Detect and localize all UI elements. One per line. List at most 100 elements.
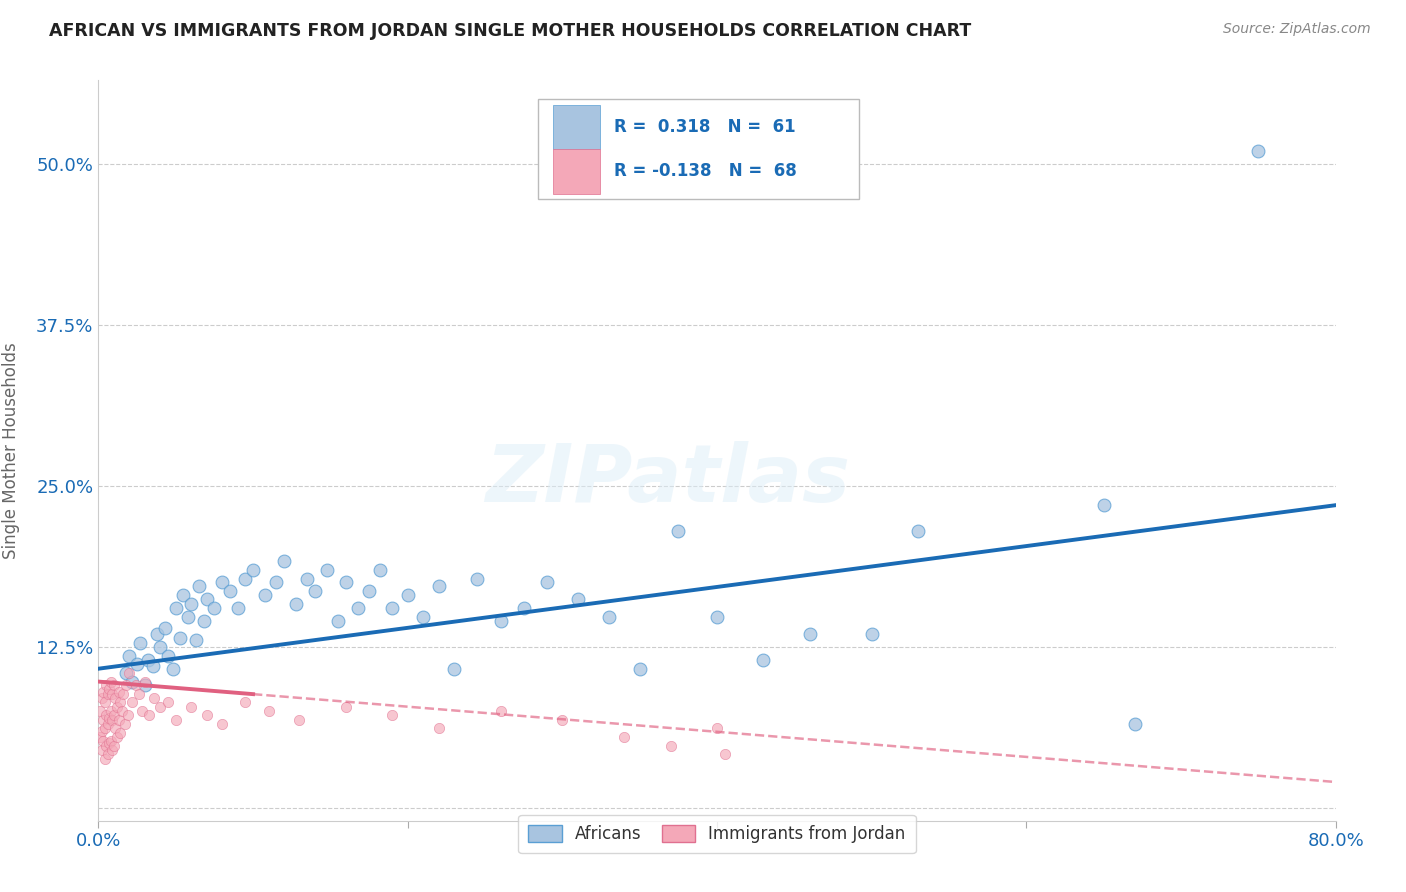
- Text: Source: ZipAtlas.com: Source: ZipAtlas.com: [1223, 22, 1371, 37]
- Point: [706, 610, 728, 624]
- Point: [97, 688, 120, 702]
- Point: [141, 659, 165, 673]
- Point: [98, 711, 121, 725]
- Point: [103, 708, 125, 723]
- Point: [1123, 717, 1146, 731]
- Point: [752, 653, 775, 667]
- Point: [100, 734, 122, 748]
- Point: [114, 717, 136, 731]
- Point: [112, 688, 135, 702]
- Point: [91, 713, 114, 727]
- Point: [149, 700, 172, 714]
- Point: [233, 695, 257, 709]
- Point: [131, 704, 153, 718]
- Point: [157, 695, 180, 709]
- Point: [101, 688, 124, 702]
- Point: [285, 597, 308, 611]
- Point: [172, 588, 194, 602]
- Point: [136, 653, 159, 667]
- Point: [177, 610, 200, 624]
- Point: [714, 747, 737, 761]
- Point: [659, 739, 682, 753]
- Text: R = -0.138   N =  68: R = -0.138 N = 68: [614, 162, 797, 180]
- Point: [146, 627, 169, 641]
- Point: [184, 633, 207, 648]
- Point: [180, 700, 202, 714]
- Point: [128, 688, 150, 702]
- Point: [219, 584, 242, 599]
- Point: [335, 575, 357, 590]
- Point: [598, 610, 620, 624]
- Point: [107, 685, 129, 699]
- Point: [1092, 498, 1115, 512]
- Point: [93, 721, 115, 735]
- Point: [427, 579, 450, 593]
- Point: [195, 708, 218, 723]
- Point: [211, 575, 233, 590]
- FancyBboxPatch shape: [553, 104, 599, 149]
- Point: [153, 620, 176, 634]
- Point: [368, 563, 391, 577]
- Point: [93, 752, 115, 766]
- Point: [127, 657, 149, 671]
- Point: [188, 579, 211, 593]
- Point: [121, 695, 143, 709]
- Point: [104, 691, 127, 706]
- Point: [89, 704, 111, 718]
- Point: [335, 700, 357, 714]
- Point: [489, 614, 512, 628]
- Point: [326, 614, 350, 628]
- Point: [297, 572, 319, 586]
- Point: [195, 592, 218, 607]
- Point: [357, 584, 380, 599]
- Point: [513, 601, 536, 615]
- Point: [115, 678, 138, 692]
- Point: [381, 708, 404, 723]
- Point: [242, 563, 264, 577]
- Point: [165, 713, 187, 727]
- Point: [536, 575, 558, 590]
- Point: [118, 648, 141, 663]
- Point: [100, 674, 122, 689]
- Point: [111, 704, 132, 718]
- Point: [103, 739, 125, 753]
- Point: [347, 601, 370, 615]
- Point: [118, 665, 141, 680]
- Point: [138, 708, 160, 723]
- Point: [90, 743, 112, 757]
- FancyBboxPatch shape: [553, 149, 599, 194]
- Point: [628, 662, 651, 676]
- Point: [169, 631, 191, 645]
- Point: [143, 691, 166, 706]
- Text: AFRICAN VS IMMIGRANTS FROM JORDAN SINGLE MOTHER HOUSEHOLDS CORRELATION CHART: AFRICAN VS IMMIGRANTS FROM JORDAN SINGLE…: [49, 22, 972, 40]
- Point: [96, 739, 118, 753]
- Point: [134, 674, 156, 689]
- Point: [706, 721, 728, 735]
- Point: [427, 721, 450, 735]
- Point: [316, 563, 339, 577]
- Point: [100, 704, 122, 718]
- Point: [396, 588, 419, 602]
- Point: [304, 584, 326, 599]
- Point: [254, 588, 277, 602]
- Point: [907, 524, 929, 538]
- Point: [162, 662, 184, 676]
- Point: [104, 721, 127, 735]
- Point: [489, 704, 512, 718]
- Point: [97, 717, 120, 731]
- Point: [91, 685, 114, 699]
- Point: [666, 524, 689, 538]
- Point: [117, 708, 139, 723]
- Legend: Africans, Immigrants from Jordan: Africans, Immigrants from Jordan: [519, 815, 915, 853]
- Point: [860, 627, 883, 641]
- Point: [233, 572, 257, 586]
- Point: [98, 682, 121, 697]
- Point: [105, 700, 128, 714]
- Point: [101, 713, 124, 727]
- Point: [157, 648, 180, 663]
- Point: [89, 730, 111, 744]
- Point: [97, 747, 120, 761]
- Y-axis label: Single Mother Households: Single Mother Households: [1, 343, 20, 558]
- Point: [799, 627, 821, 641]
- Point: [204, 601, 226, 615]
